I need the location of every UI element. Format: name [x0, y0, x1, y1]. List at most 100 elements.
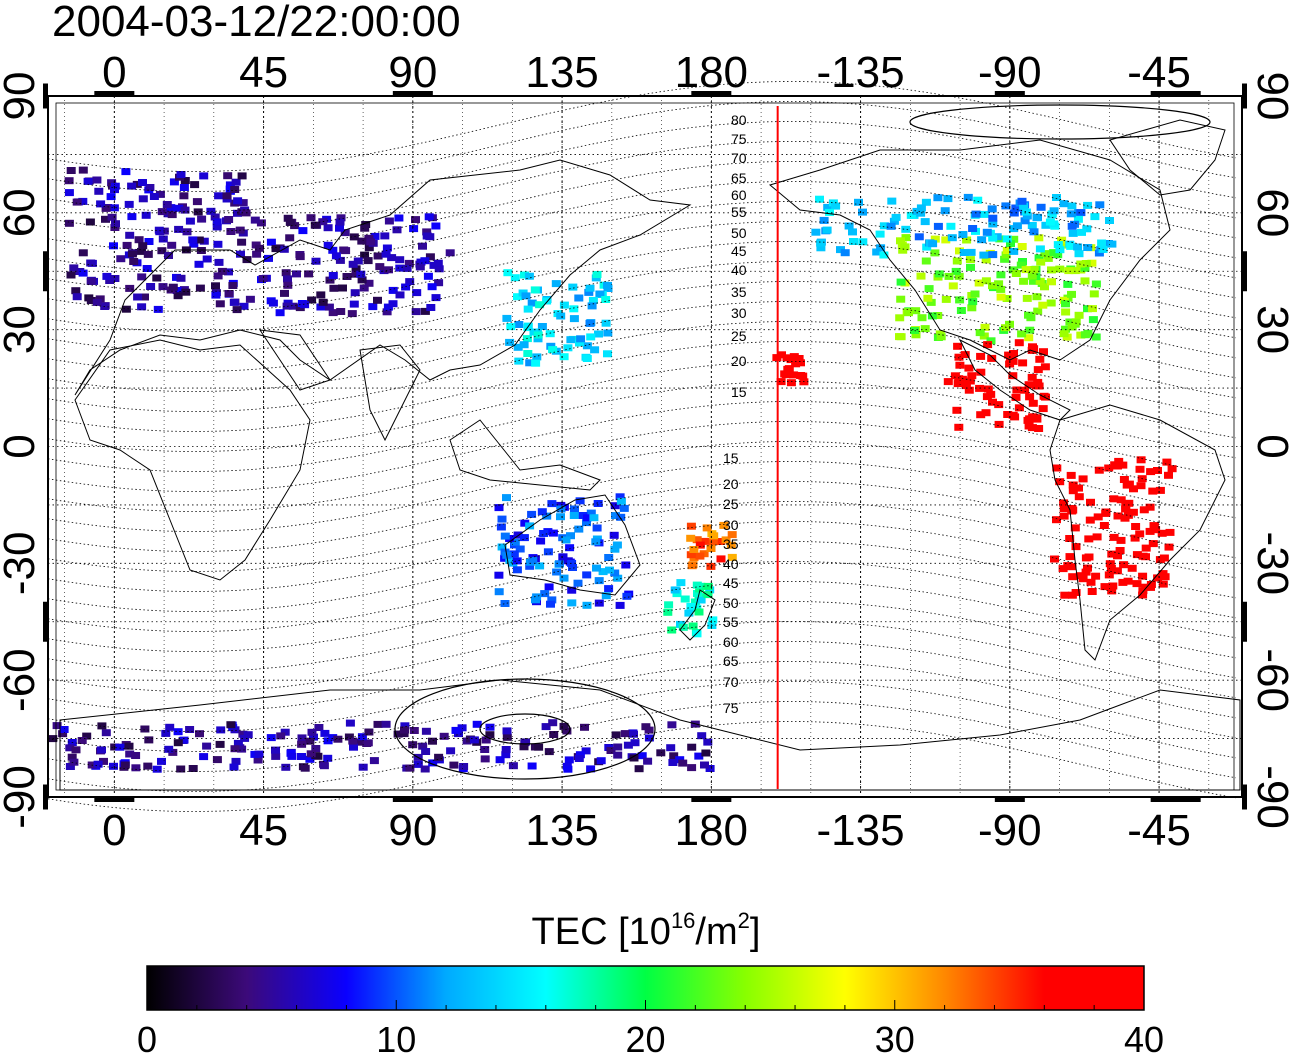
- tec-cell: [115, 743, 125, 751]
- tec-cell: [1160, 573, 1170, 581]
- tec-cell: [340, 229, 350, 237]
- tec-cell: [594, 599, 604, 607]
- tec-cell: [528, 556, 538, 564]
- tec-cell: [1043, 254, 1053, 262]
- tec-cell: [616, 497, 626, 505]
- tec-cell: [676, 579, 686, 587]
- tec-cell: [316, 303, 326, 311]
- tec-cell: [110, 182, 120, 190]
- tec-cell: [237, 172, 247, 180]
- tec-cell: [794, 355, 804, 362]
- tec-cell: [1084, 535, 1094, 543]
- tec-cell: [445, 249, 455, 257]
- tec-cell: [934, 270, 944, 278]
- tec-cell: [338, 284, 347, 292]
- tec-cell: [562, 727, 572, 735]
- tec-cell: [1052, 194, 1061, 201]
- tec-cell: [719, 521, 729, 529]
- tec-cell: [589, 514, 599, 522]
- tec-cell: [596, 757, 606, 765]
- tec-cell: [324, 303, 334, 311]
- tec-cell: [276, 732, 286, 740]
- tec-cell: [268, 299, 278, 307]
- tec-cell: [994, 401, 1004, 409]
- tec-cell: [420, 257, 430, 265]
- tec-cell: [583, 514, 592, 522]
- tec-cell: [300, 301, 310, 309]
- tec-cell: [501, 746, 511, 753]
- tec-cell: [236, 250, 245, 258]
- tec-cell: [1065, 553, 1075, 561]
- tec-cell: [138, 242, 148, 250]
- tec-cell: [789, 371, 799, 379]
- tec-cell: [194, 260, 204, 268]
- tec-data-layer: [48, 166, 1177, 773]
- tec-cell: [502, 727, 512, 735]
- tec-cell: [125, 231, 135, 239]
- contour-line: [47, 521, 1237, 612]
- tec-cell: [1067, 290, 1076, 298]
- tec-cell: [996, 271, 1006, 279]
- tec-cell: [423, 272, 433, 280]
- tec-cell: [520, 271, 529, 279]
- tec-cell: [548, 719, 558, 727]
- map-border: [47, 95, 1243, 798]
- tec-cell: [702, 524, 712, 532]
- tec-cell: [609, 531, 619, 539]
- tec-cell: [822, 226, 832, 234]
- tec-cell: [495, 756, 505, 764]
- lat-tick-label-right: -30: [1248, 532, 1292, 596]
- tec-cell: [879, 222, 889, 230]
- contour-label: 45: [731, 243, 747, 259]
- tec-cell: [531, 359, 541, 367]
- tec-cell: [1068, 229, 1078, 237]
- tec-cell: [953, 342, 963, 350]
- tec-cell: [1057, 236, 1067, 244]
- tec-cell: [692, 536, 702, 544]
- map-inner-border: [55, 102, 1235, 791]
- tec-cell: [947, 234, 957, 242]
- tec-cell: [527, 510, 537, 518]
- tec-cell: [285, 218, 295, 226]
- tec-cell: [973, 196, 983, 204]
- tec-cell: [500, 532, 510, 540]
- tec-cell: [1107, 240, 1117, 248]
- contour-label: 70: [731, 150, 747, 166]
- tec-cell: [786, 379, 796, 387]
- tec-cell: [373, 252, 383, 260]
- tec-cell: [1040, 363, 1050, 371]
- tec-cell: [988, 282, 997, 290]
- tec-cell: [943, 378, 953, 386]
- tec-cell: [816, 239, 826, 247]
- tec-cell: [316, 291, 326, 299]
- tec-cell: [1038, 301, 1048, 309]
- tec-cell: [1022, 212, 1032, 220]
- tec-cell: [350, 289, 360, 297]
- tec-cell: [1132, 580, 1142, 588]
- tec-cell: [285, 234, 295, 242]
- tec-cell: [1080, 331, 1090, 339]
- tec-cell: [686, 551, 696, 559]
- tec-cell: [345, 719, 355, 727]
- lat-tick-label-left: -90: [0, 765, 44, 829]
- contour-line: [47, 341, 1237, 432]
- tec-cell: [101, 215, 110, 223]
- tec-cell: [309, 733, 318, 741]
- tec-cell: [1031, 414, 1041, 422]
- tec-cell: [124, 200, 134, 208]
- tec-cell: [872, 248, 882, 256]
- contour-line: [47, 641, 1237, 732]
- tec-cell: [858, 208, 867, 216]
- tec-cell: [434, 279, 444, 287]
- tec-cell: [370, 232, 380, 240]
- tec-cell: [1033, 378, 1043, 386]
- tec-cell: [601, 319, 611, 327]
- tec-cell: [382, 244, 392, 252]
- tec-cell: [238, 730, 248, 738]
- tec-cell: [254, 244, 264, 252]
- tec-cell: [360, 224, 370, 232]
- tec-cell: [359, 284, 369, 292]
- tec-cell: [1136, 456, 1146, 464]
- tec-cell: [1027, 373, 1037, 381]
- frame-tick-bar: [691, 91, 732, 96]
